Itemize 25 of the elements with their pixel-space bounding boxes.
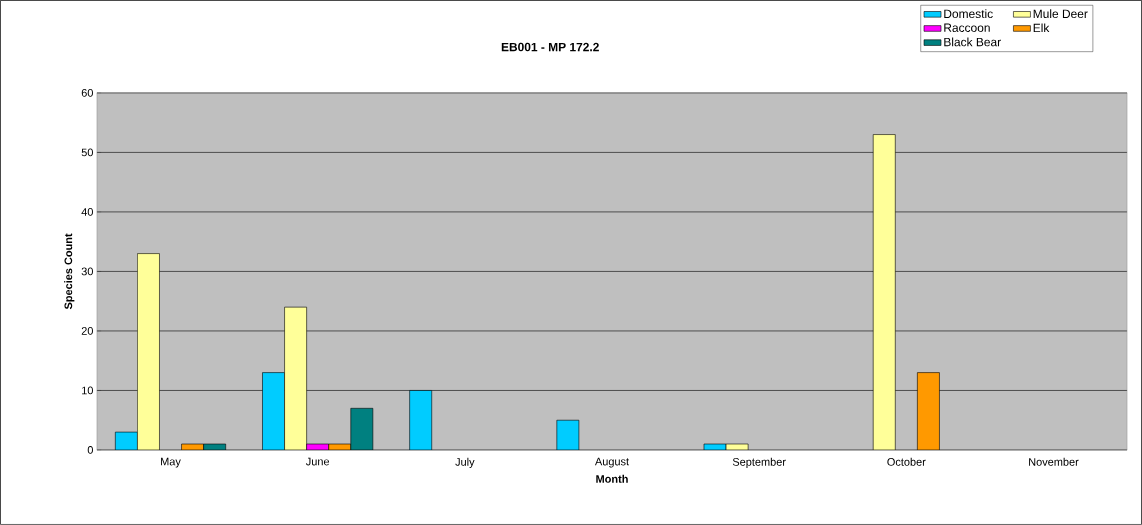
x-tick-label: May — [161, 457, 181, 468]
x-tick-label: June — [305, 457, 330, 466]
legend-label: Raccoon — [944, 23, 990, 33]
x-tick-label: November — [1029, 457, 1079, 466]
y-tick-label: 0 — [87, 446, 93, 454]
bar — [409, 390, 433, 451]
bar — [262, 372, 285, 451]
y-tick-label: 20 — [81, 327, 93, 335]
y-tick-label: 40 — [81, 208, 93, 216]
x-tick-label: September — [732, 457, 786, 469]
y-axis-title: Species Count — [64, 233, 75, 310]
legend-label: Elk — [1033, 23, 1050, 33]
y-tick-label: 10 — [82, 386, 93, 395]
chart-title: EB001 - MP 172.2 — [501, 42, 599, 52]
y-tick-label: 30 — [81, 267, 93, 276]
x-tick-label: October — [887, 457, 926, 466]
legend-label: Mule Deer — [1033, 9, 1088, 19]
x-axis-title: Month — [596, 474, 628, 483]
legend-label: Black Bear — [944, 37, 1001, 47]
x-tick-label: July — [455, 457, 475, 469]
x-tick-label: August — [594, 457, 629, 468]
y-tick-label: 50 — [81, 148, 93, 157]
legend-label: Domestic — [944, 9, 993, 19]
bar — [350, 408, 374, 451]
y-tick-label: 60 — [81, 89, 93, 97]
